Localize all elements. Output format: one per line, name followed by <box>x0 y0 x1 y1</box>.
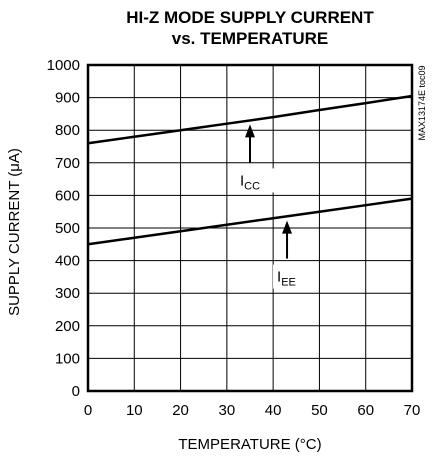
x-tick-label: 60 <box>357 402 374 419</box>
series-layer <box>87 94 413 246</box>
arrow-head-iee <box>282 220 293 234</box>
y-tick-label: 300 <box>55 285 80 302</box>
y-tick-label: 900 <box>55 90 80 107</box>
y-tick-label: 600 <box>55 187 80 204</box>
side-code: MAX13174E toc09 <box>417 65 427 140</box>
series-label-sub: CC <box>244 180 260 192</box>
x-tick-label: 20 <box>172 402 189 419</box>
y-tick-label: 1000 <box>47 57 80 74</box>
x-tick-label: 40 <box>265 402 282 419</box>
chart-title-line2: vs. TEMPERATURE <box>172 29 329 48</box>
series-label-bg-icc <box>236 168 274 193</box>
y-tick-label: 100 <box>55 350 80 367</box>
series-label-iee: IEE <box>277 269 296 289</box>
series-label-sub: EE <box>281 277 296 289</box>
y-tick-label: 0 <box>72 383 80 400</box>
series-line-iee <box>87 197 413 246</box>
x-tick-label: 0 <box>84 402 92 419</box>
series-label-bg-iee <box>273 264 312 289</box>
chart-title-line1: HI-Z MODE SUPPLY CURRENT <box>126 8 374 27</box>
x-tick-labels: 0 10 20 30 40 50 60 70 <box>84 402 421 419</box>
y-tick-labels: 0 100 200 300 400 500 600 700 800 900 1000 <box>47 57 80 400</box>
grid <box>87 64 413 392</box>
y-tick-label: 200 <box>55 318 80 335</box>
series-line-icc <box>87 94 413 145</box>
arrow-head-icc <box>245 124 255 138</box>
x-tick-label: 10 <box>126 402 143 419</box>
x-axis-label: TEMPERATURE (°C) <box>178 436 321 453</box>
x-tick-label: 50 <box>311 402 328 419</box>
x-tick-label: 70 <box>404 402 421 419</box>
y-axis-label: SUPPLY CURRENT (μA) <box>6 148 23 316</box>
series-label-icc: ICC <box>240 172 260 192</box>
series-label-main: I <box>277 269 281 286</box>
series-label-main: I <box>240 172 244 189</box>
y-tick-label: 500 <box>55 220 80 237</box>
x-tick-label: 30 <box>219 402 236 419</box>
y-tick-label: 800 <box>55 122 80 139</box>
plot-frame <box>86 63 414 393</box>
y-tick-label: 700 <box>55 155 80 172</box>
y-tick-label: 400 <box>55 253 80 270</box>
